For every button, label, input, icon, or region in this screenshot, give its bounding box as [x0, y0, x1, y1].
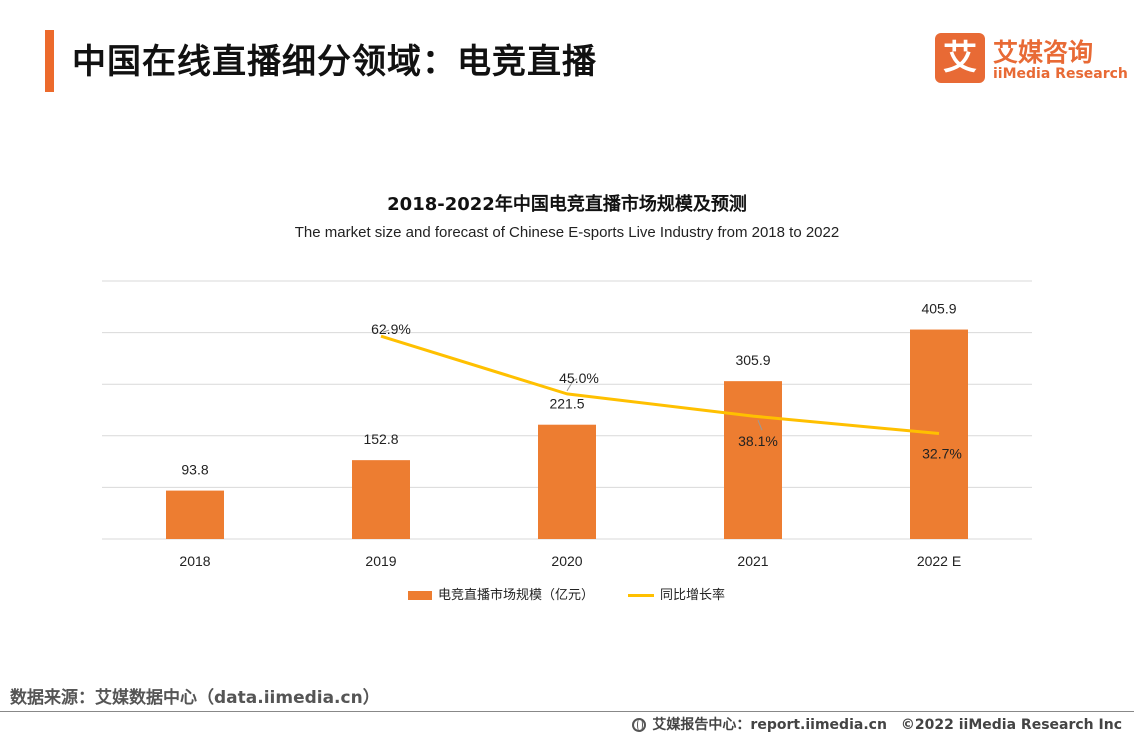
data-source: 数据来源：艾媒数据中心（data.iimedia.cn）: [10, 688, 380, 708]
growth-rate-line: [380, 334, 940, 436]
bar-2019: [352, 460, 410, 539]
page-title: 中国在线直播细分领域：电竞直播: [72, 42, 597, 82]
logo-name-cn: 艾媒咨询: [993, 38, 1094, 67]
growth-rate-label: 62.9%: [371, 321, 411, 337]
chart-subtitle: The market size and forecast of Chinese …: [294, 224, 840, 241]
legend-item-growth-rate: 同比增长率: [628, 584, 725, 603]
chart-title: 2018-2022年中国电竞直播市场规模及预测: [387, 194, 747, 215]
growth-rate-label: 38.1%: [738, 433, 778, 449]
bar-2022-E: [910, 329, 968, 539]
growth-label-leader: [757, 419, 763, 431]
growth-rate-label: 45.0%: [559, 370, 599, 386]
growth-label-leader: [382, 329, 390, 333]
logo-mark: 艾: [935, 33, 985, 83]
bar-value-label: 405.9: [921, 301, 956, 317]
growth-rate-label: 32.7%: [922, 446, 962, 462]
footer-copyright: ©2022 iiMedia Research Inc: [900, 717, 1122, 733]
bar-2018: [166, 490, 224, 539]
footer-divider: [0, 711, 1134, 712]
logo-name-en: iiMedia Research: [993, 66, 1128, 82]
footer-report-center[interactable]: 艾媒报告中心：report.iimedia.cn: [632, 717, 887, 733]
bar-value-label: 305.9: [735, 352, 770, 368]
bar-value-label: 152.8: [363, 431, 398, 447]
legend-label-market-size: 电竞直播市场规模（亿元）: [438, 588, 595, 603]
title-accent-bar: [45, 30, 54, 92]
x-tick-label: 2022 E: [917, 553, 961, 569]
legend-bar-swatch: [408, 591, 432, 600]
legend-label-growth-rate: 同比增长率: [660, 588, 726, 603]
bar-2021: [724, 381, 782, 539]
globe-icon: [632, 718, 647, 732]
brand-logo: 艾 艾媒咨询 iiMedia Research: [935, 33, 1128, 85]
bar-value-label: 93.8: [181, 462, 208, 478]
legend-line-swatch: [628, 594, 654, 597]
footer: 艾媒报告中心：report.iimedia.cn ©2022 iiMedia Re…: [632, 714, 1122, 734]
legend-item-market-size: 电竞直播市场规模（亿元）: [408, 584, 594, 603]
growth-label-leader: [566, 378, 578, 392]
bar-value-label: 221.5: [549, 396, 584, 412]
bar-2020: [538, 424, 596, 539]
x-tick-label: 2018: [179, 553, 210, 569]
chart-legend: 电竞直播市场规模（亿元） 同比增长率: [0, 584, 1134, 604]
x-tick-label: 2021: [737, 553, 768, 569]
x-tick-label: 2020: [551, 553, 582, 569]
x-tick-label: 2019: [365, 553, 396, 569]
